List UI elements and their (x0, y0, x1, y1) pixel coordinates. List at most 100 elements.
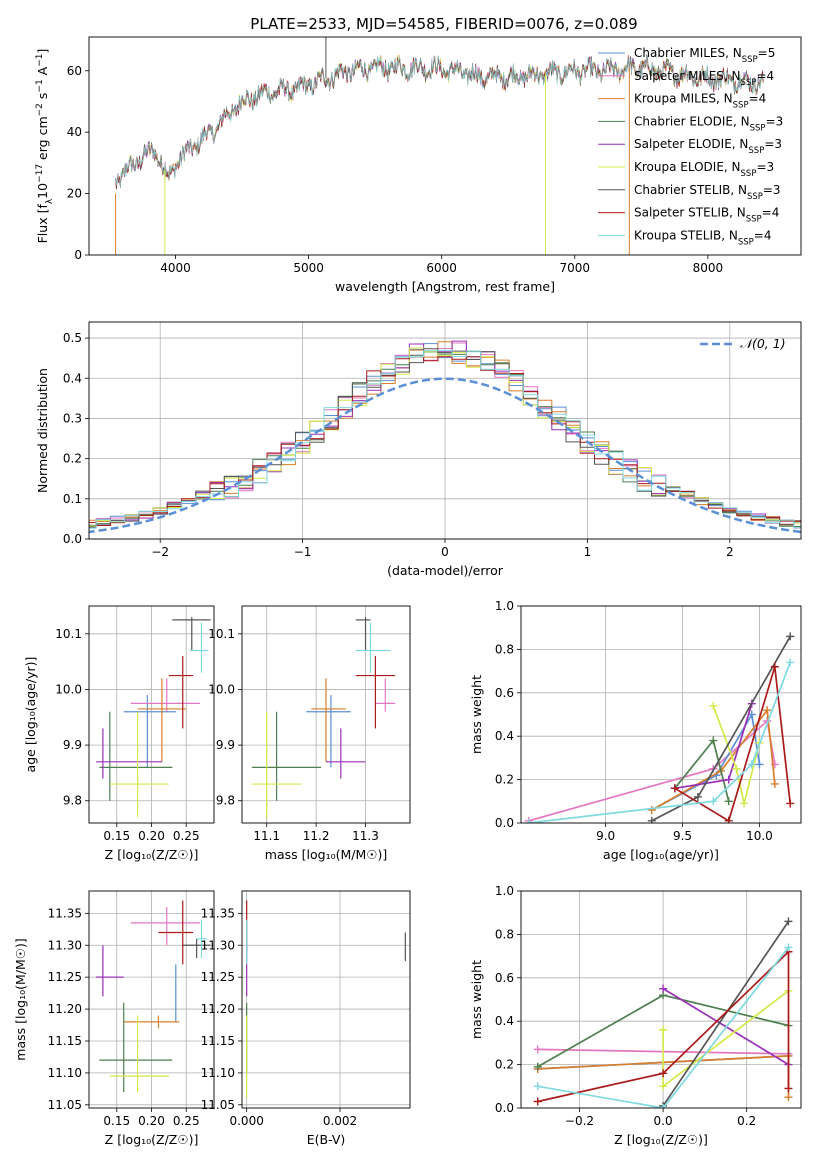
tick-label-x: 9.0 (596, 829, 615, 843)
series-marker (709, 701, 718, 710)
legend-sub: SSP (742, 55, 758, 65)
tick-label-y: 11.20 (201, 1002, 235, 1016)
tick-label-x: 0.002 (323, 1114, 357, 1128)
series-marker (784, 1084, 793, 1093)
legend-label: Kroupa MILES, N (634, 92, 733, 106)
series-marker (770, 662, 779, 671)
tick-label-x: 8000 (693, 261, 724, 275)
legend-sub: SSP (748, 146, 764, 156)
legend-label: Chabrier MILES, N (634, 46, 742, 60)
series-marker (659, 984, 668, 993)
tick-label-y: 0.5 (63, 331, 82, 345)
errorbar-point-k_elodie (109, 711, 169, 818)
tick-label-y: 9.9 (63, 738, 82, 752)
legend-entry: Kroupa ELODIE, NSSP=3 (634, 160, 774, 179)
tick-label-y: 0.4 (495, 1014, 514, 1028)
x-axis-label: Z [log₁₀(Z/Z☉)] (105, 847, 199, 862)
errorbar-point-c_elodie (251, 711, 322, 801)
legend-label: Kroupa ELODIE, N (634, 160, 741, 174)
y-axis-label: mass [log₁₀(M/M☉)] (13, 938, 28, 1060)
legend-label: Salpeter ELODIE, N (634, 137, 748, 151)
legend-eq: =4 (749, 92, 767, 106)
y-axis-label-part: erg cm (35, 116, 50, 164)
legend-entry: 𝒩(0, 1) (740, 336, 786, 351)
series-marker (659, 1025, 668, 1034)
legend-sub: SSP (741, 169, 757, 179)
tick-label-y: 10.1 (55, 627, 82, 641)
histogram-step-k_stelib (89, 349, 801, 529)
y-axis-label-part: ] (35, 49, 50, 54)
errorbar-point-s_stelib (158, 900, 194, 965)
series-marker (533, 1045, 542, 1054)
x-axis-label: Z [log₁₀(Z/Z☉)] (105, 1132, 199, 1147)
y-axis-label-part: 10 (35, 183, 50, 199)
y-axis-label: mass weight (469, 960, 484, 1039)
series-marker (670, 784, 679, 793)
errorbar-point-c_miles (306, 695, 351, 768)
series-marker (784, 1093, 793, 1102)
x-axis-label: E(B-V) (307, 1132, 346, 1147)
tick-label-y: 0.0 (495, 816, 514, 830)
errorbar-point-c_elodie (99, 711, 173, 801)
tick-label-y: 11.35 (48, 906, 82, 920)
panel-age_vs_Z: 0.15 0.20 0.25 9.8 9.9 10.0 10.1 Z [log₁₀(Z/Z☉)… (23, 605, 215, 862)
series-marker (524, 819, 533, 823)
legend-entry: Salpeter STELIB, NSSP=4 (634, 206, 779, 225)
panel-age_vs_mass: 11.1 11.2 11.3 9.8 9.9 10.0 10.1 mass [log₁₀(M/… (208, 605, 411, 862)
tick-label-y: 0.2 (495, 1058, 514, 1072)
plot-area (89, 340, 801, 534)
legend-label: Salpeter STELIB, N (634, 206, 746, 220)
tick-label-x: 0 (441, 545, 449, 559)
plot-area (95, 617, 211, 818)
tick-label-y: 1.0 (495, 599, 514, 613)
plot-area (533, 917, 793, 1108)
tick-label-y: 11.05 (201, 1098, 235, 1112)
errorbar-point-k_stelib (189, 622, 209, 673)
y-axis-label-part: λ (45, 198, 55, 204)
tick-label-y: 11.25 (201, 970, 235, 984)
tick-label-y: 11.20 (48, 1002, 82, 1016)
tick-label-y: 1.0 (495, 884, 514, 898)
errorbar-point-c_stelib (172, 617, 211, 651)
tick-label-y: 0.4 (63, 371, 82, 385)
series-line-k_stelib (528, 662, 791, 823)
errorbar-point-k_miles (311, 678, 346, 762)
plot-area (524, 632, 795, 823)
tick-label-y: 11.35 (201, 906, 235, 920)
series-marker (786, 799, 795, 808)
ticks: −0.2 0.0 0.2 0.0 0.2 0.4 0.6 0.8 1.0 (495, 884, 801, 1128)
errorbar-point-s_stelib (168, 656, 194, 729)
legend-sub: SSP (741, 78, 757, 88)
series-marker (659, 1069, 668, 1078)
legend-label: Chabrier STELIB, N (634, 183, 747, 197)
tick-label-x: 0.25 (173, 829, 200, 843)
axes-frame (241, 605, 411, 824)
series-marker (709, 736, 718, 745)
series-marker (724, 816, 733, 823)
series-marker (709, 797, 718, 806)
plot-area (246, 900, 406, 1099)
series-marker (724, 775, 733, 784)
series-line-k_elodie (662, 990, 790, 1089)
series-marker (732, 764, 741, 773)
tick-label-y: 11.15 (201, 1034, 235, 1048)
tick-label-y: 11.30 (48, 938, 82, 952)
series-line-k_stelib (537, 946, 790, 1108)
legend-eq: =3 (764, 137, 782, 151)
y-axis-label-part: Flux [f (35, 204, 50, 244)
legend-entry: Kroupa STELIB, NSSP=4 (634, 228, 772, 247)
series-marker (740, 799, 749, 808)
legend-entry: Kroupa MILES, NSSP=4 (634, 92, 766, 111)
errorbar-point-c_miles (123, 695, 176, 768)
legend-sub: SSP (733, 101, 749, 111)
ticks: 0.15 0.20 0.25 11.05 11.10 11.15 11.20 11.25 11.… (48, 891, 214, 1128)
tick-label-y: 11.25 (48, 970, 82, 984)
errorbar-point-k_stelib (355, 622, 391, 673)
x-axis-label: Z [log₁₀(Z/Z☉)] (614, 1132, 708, 1147)
errorbar-point-s_elodie (326, 728, 366, 779)
series-marker (786, 658, 795, 667)
spectrum-line-k_stelib (115, 54, 764, 187)
series-marker (786, 632, 795, 641)
y-axis-label: Normed distribution (35, 368, 50, 493)
